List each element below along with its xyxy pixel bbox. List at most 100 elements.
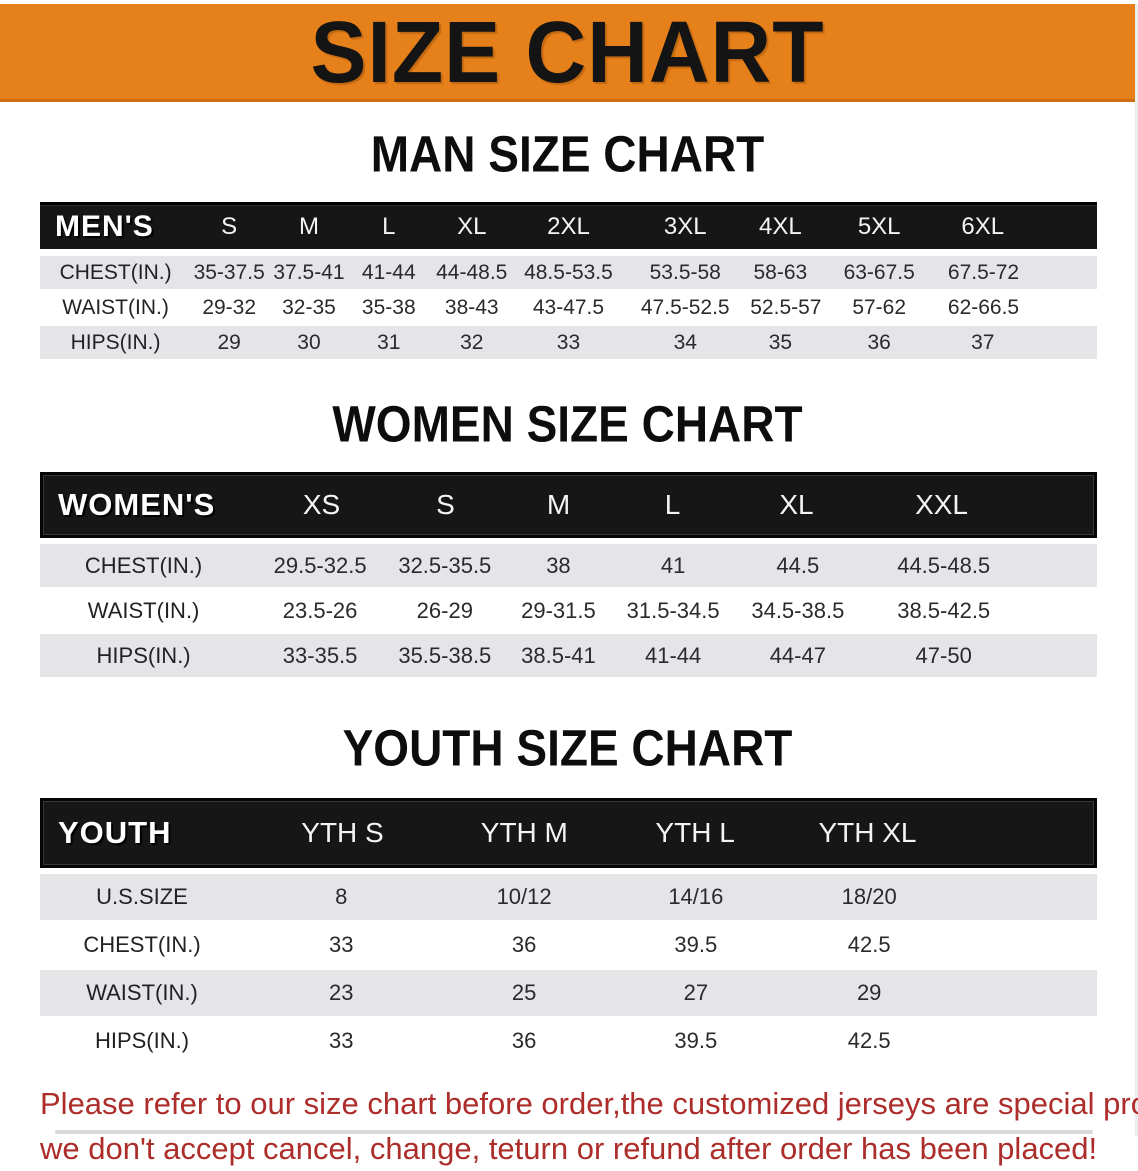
men-value-cell: 31	[377, 330, 401, 354]
men-value-cell: 63-67.5	[843, 260, 915, 284]
men-value-cell: 38-43	[444, 295, 499, 319]
youth-value-cell: 33	[329, 932, 354, 957]
youth-size-column-header: YTH XL	[818, 817, 917, 848]
youth-row-waistin: WAIST(IN.) 23 25 27 29	[40, 968, 1097, 1018]
men-size-column-header: 6XL	[961, 213, 1005, 240]
men-table-header-row: MEN'S S M L XL 2XL 3XL 4XL 5XL 6XL	[40, 202, 1097, 249]
men-value-cell: 52.5-57	[750, 295, 822, 319]
youth-size-table: YOUTH YTH S YTH M YTH L YTH XL U.S.SIZE 8 10/12…	[40, 798, 1097, 1064]
men-value-cell: 29-32	[202, 295, 257, 319]
youth-value-cell: 25	[511, 980, 537, 1005]
women-size-column-header: S	[436, 489, 455, 520]
youth-table-header-row: YOUTH YTH S YTH M YTH L YTH XL	[40, 798, 1097, 868]
women-value-cell: 41	[660, 552, 686, 578]
measurement-label: HIPS(IN.)	[96, 642, 191, 668]
women-value-cell: 38	[546, 552, 571, 578]
measurement-label: HIPS(IN.)	[94, 1028, 190, 1053]
men-value-cell: 32	[460, 330, 484, 354]
women-row-chestin: CHEST(IN.) 29.5-32.5 32.5-35.5 38 41 44.5 44.5…	[40, 542, 1097, 589]
youth-size-column-header: YTH S	[301, 817, 384, 848]
men-value-cell: 33	[556, 330, 581, 354]
disclaimer-line-1: Please refer to our size chart before or…	[40, 1086, 1138, 1121]
youth-size-column-header: YTH M	[480, 817, 568, 848]
women-size-column-header: XL	[779, 489, 814, 520]
women-table-label: WOMEN'S	[58, 487, 216, 522]
men-size-column-header: 4XL	[759, 213, 802, 240]
youth-value-cell: 23	[329, 980, 354, 1005]
women-value-cell: 41-44	[644, 642, 702, 668]
measurement-label: WAIST(IN.)	[87, 597, 200, 623]
men-value-cell: 53.5-58	[649, 260, 721, 284]
men-row-hipsin: HIPS(IN.) 29 30 31 32 33 34 35 36 37	[40, 324, 1097, 361]
women-value-cell: 44.5-48.5	[897, 552, 991, 578]
men-value-cell: 57-62	[852, 295, 907, 319]
banner-title: SIZE CHART	[310, 2, 825, 101]
men-size-column-header: 3XL	[663, 213, 707, 240]
measurement-label: U.S.SIZE	[96, 884, 188, 909]
measurement-label: CHEST(IN.)	[84, 552, 203, 578]
youth-value-cell: 18/20	[841, 884, 897, 909]
men-size-column-header: S	[221, 213, 238, 240]
youth-section-heading-text: YOUTH SIZE CHART	[342, 719, 793, 777]
women-value-cell: 32.5-35.5	[398, 552, 492, 578]
youth-value-cell: 36	[511, 1028, 537, 1053]
men-size-table: MEN'S S M L XL 2XL 3XL 4XL 5XL 6XL CHEST(IN.) 35-37…	[40, 202, 1097, 361]
women-value-cell: 31.5-34.5	[626, 597, 720, 623]
women-value-cell: 38.5-41	[521, 642, 596, 668]
women-value-cell: 29-31.5	[521, 597, 596, 623]
youth-value-cell: 14/16	[668, 884, 724, 909]
women-size-column-header: XXL	[915, 489, 968, 520]
youth-value-cell: 27	[683, 980, 709, 1005]
women-size-table: WOMEN'S XS S M L XL XXL CHEST(IN.) 29.5-32.5 32.5…	[40, 472, 1097, 679]
men-value-cell: 32-35	[282, 295, 336, 319]
women-value-cell: 26-29	[416, 597, 473, 623]
men-value-cell: 34	[673, 330, 697, 354]
women-value-cell: 33-35.5	[282, 642, 358, 668]
youth-size-column-header: YTH L	[655, 817, 735, 848]
youth-value-cell: 29	[856, 980, 882, 1005]
youth-value-cell: 42.5	[847, 932, 891, 957]
youth-value-cell: 36	[511, 932, 537, 957]
youth-section-heading: YOUTH SIZE CHART	[0, 719, 1135, 777]
youth-value-cell: 10/12	[496, 884, 552, 909]
men-value-cell: 37.5-41	[273, 260, 345, 284]
men-value-cell: 30	[297, 330, 321, 354]
men-value-cell: 47.5-52.5	[640, 295, 730, 319]
youth-value-cell: 39.5	[674, 932, 718, 957]
youth-table-label: YOUTH	[58, 815, 172, 850]
men-value-cell: 58-63	[753, 260, 808, 284]
men-value-cell: 35	[768, 330, 793, 354]
women-section-heading-text: WOMEN SIZE CHART	[332, 395, 803, 453]
women-value-cell: 38.5-42.5	[897, 597, 991, 623]
measurement-label: CHEST(IN.)	[59, 260, 172, 284]
size-chart-banner: SIZE CHART	[0, 4, 1135, 102]
men-value-cell: 35-38	[361, 295, 416, 319]
women-size-column-header: M	[546, 489, 571, 520]
men-value-cell: 48.5-53.5	[524, 260, 613, 284]
men-value-cell: 43-47.5	[532, 295, 605, 319]
men-value-cell: 37	[971, 330, 995, 354]
women-value-cell: 44.5	[776, 552, 820, 578]
women-size-column-header: XS	[302, 489, 341, 520]
men-size-column-header: 2XL	[547, 213, 590, 240]
photo-bottom-edge	[55, 1130, 1093, 1134]
men-value-cell: 62-66.5	[947, 295, 1020, 319]
men-value-cell: 29	[217, 330, 241, 354]
men-size-column-header: L	[382, 213, 396, 240]
order-disclaimer: Please refer to our size chart before or…	[40, 1081, 1138, 1171]
women-table-header-row: WOMEN'S XS S M L XL XXL	[40, 472, 1097, 538]
men-row-waistin: WAIST(IN.) 29-32 32-35 35-38 38-43 43-47.5 47.…	[40, 291, 1097, 324]
women-value-cell: 29.5-32.5	[273, 552, 367, 578]
men-size-column-header: M	[298, 213, 319, 240]
men-value-cell: 35-37.5	[193, 260, 265, 284]
youth-value-cell: 39.5	[674, 1028, 718, 1053]
measurement-label: CHEST(IN.)	[83, 932, 201, 957]
women-value-cell: 34.5-38.5	[751, 597, 845, 623]
youth-value-cell: 8	[335, 884, 348, 909]
women-size-column-header: L	[664, 489, 681, 520]
women-section-heading: WOMEN SIZE CHART	[0, 395, 1135, 453]
men-value-cell: 41-44	[361, 260, 416, 284]
measurement-label: HIPS(IN.)	[70, 330, 161, 354]
women-value-cell: 44-47	[769, 642, 826, 668]
women-value-cell: 23.5-26	[282, 597, 358, 623]
